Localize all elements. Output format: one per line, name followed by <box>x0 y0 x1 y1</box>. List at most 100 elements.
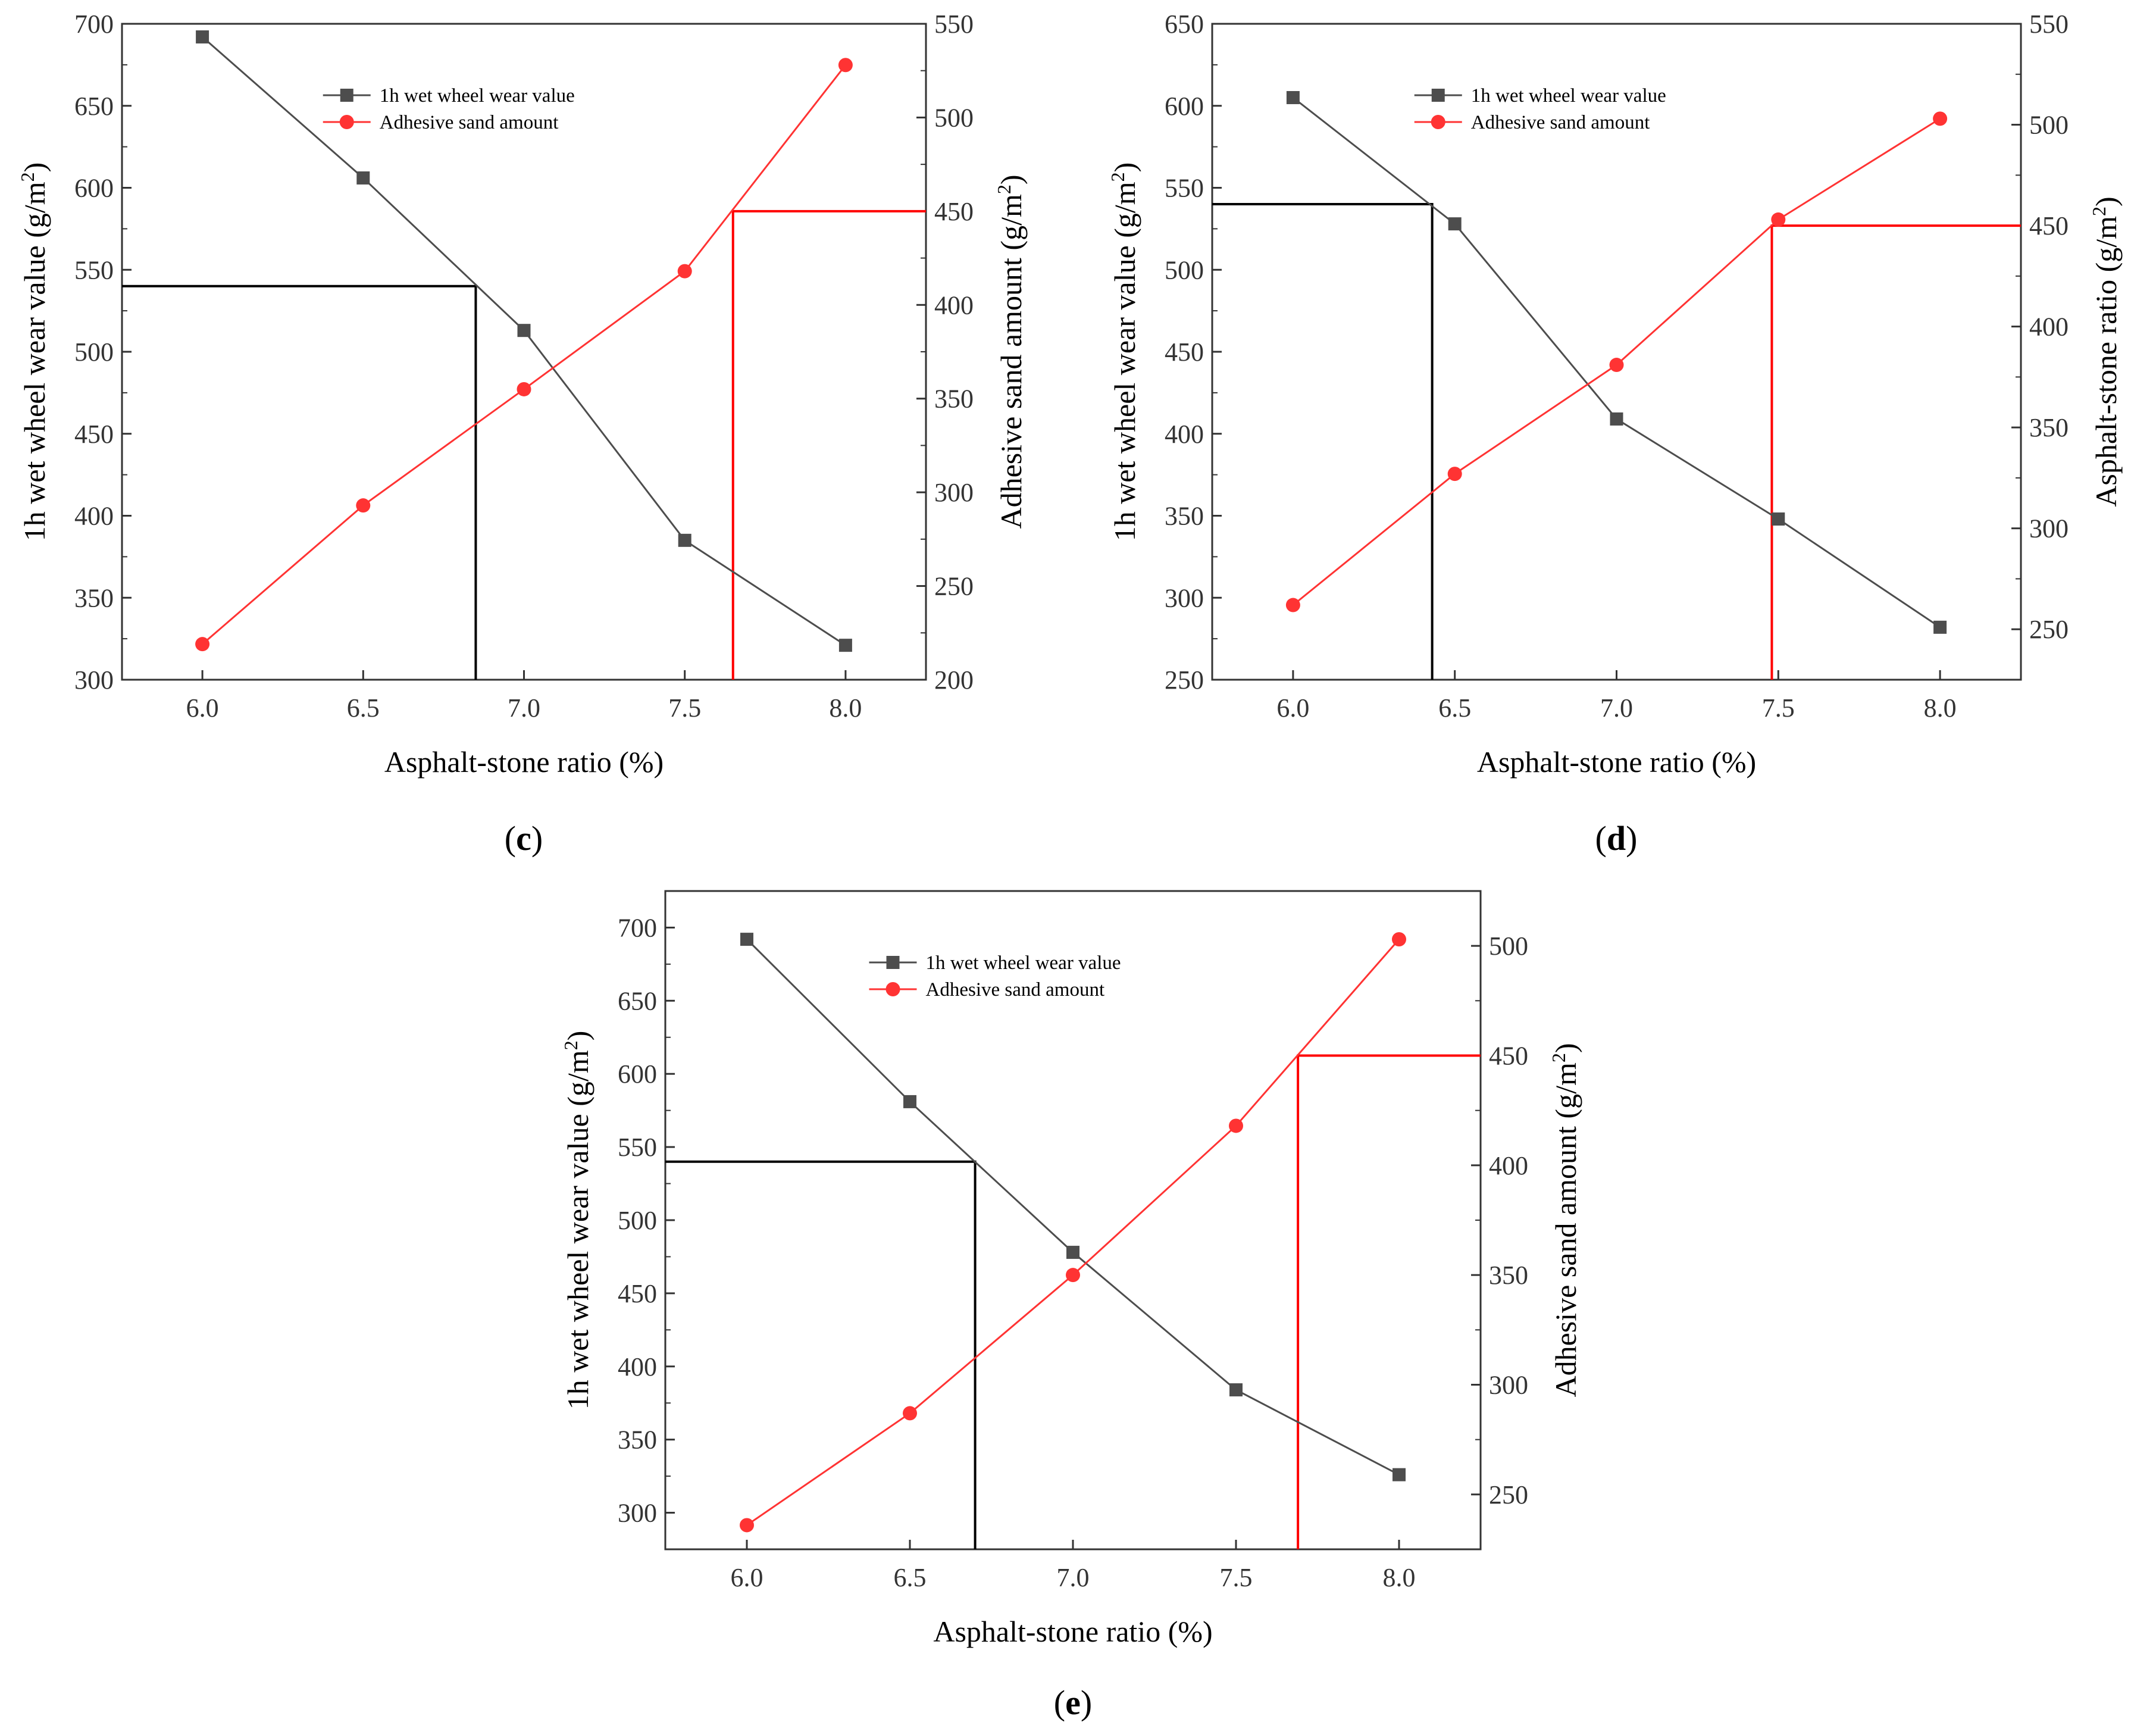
y-right-tick-label: 450 <box>934 197 974 226</box>
y-left-tick-label: 650 <box>74 92 114 121</box>
legend-marker-square <box>886 956 900 969</box>
panel-label-close: ) <box>1081 1683 1092 1722</box>
y-right-tick-label: 350 <box>2029 413 2069 442</box>
data-point-sand <box>1392 932 1406 947</box>
data-point-sand <box>1609 358 1624 373</box>
x-axis-title: Asphalt-stone ratio (%) <box>384 745 664 779</box>
y-left-tick-label: 550 <box>618 1133 657 1162</box>
legend-label: Adhesive sand amount <box>380 112 559 133</box>
data-point-wear <box>1610 412 1623 426</box>
y-left-tick-label: 550 <box>1165 174 1204 203</box>
y-left-tick-label: 600 <box>74 174 114 203</box>
y-right-tick-label: 400 <box>2029 312 2069 342</box>
y-right-tick-label: 450 <box>2029 211 2069 240</box>
x-tick-label: 7.0 <box>508 693 540 723</box>
y-left-tick-label: 650 <box>1165 10 1204 39</box>
legend-label: 1h wet wheel wear value <box>926 952 1121 974</box>
data-point-sand <box>1285 598 1300 612</box>
data-point-sand <box>1229 1118 1243 1133</box>
data-point-wear <box>678 533 691 547</box>
y-left-tick-label: 500 <box>618 1206 657 1235</box>
x-tick-label: 6.0 <box>1276 693 1309 723</box>
x-axis-title: Asphalt-stone ratio (%) <box>933 1615 1212 1648</box>
y-right-tick-label: 500 <box>1489 931 1528 961</box>
panel-label: (d) <box>1595 819 1638 858</box>
y-right-tick-label: 550 <box>934 10 974 39</box>
y-left-tick-label: 300 <box>1165 583 1204 612</box>
legend-marker-circle <box>1431 115 1445 129</box>
y-right-tick-label: 250 <box>2029 615 2069 644</box>
data-point-sand <box>1066 1268 1080 1283</box>
y-left-axis-title-superscript: 2 <box>17 172 38 182</box>
y-right-axis-title-superscript: 2 <box>1548 1053 1569 1062</box>
y-left-axis-title-close: ) <box>1108 162 1141 173</box>
data-point-wear <box>1393 1468 1406 1481</box>
data-point-sand <box>1933 111 1948 126</box>
y-left-tick-label: 500 <box>1165 255 1204 285</box>
y-right-axis-title: Adhesive sand amount (g/m2) <box>993 174 1028 529</box>
data-point-wear <box>1933 620 1947 634</box>
reference-line-left <box>665 1160 977 1549</box>
reference-line-right <box>731 210 926 680</box>
legend-marker-square <box>1431 89 1445 102</box>
data-point-wear <box>740 933 753 946</box>
y-right-tick-label: 200 <box>934 665 974 695</box>
data-point-sand <box>903 1406 917 1421</box>
y-left-tick-label: 250 <box>1165 665 1204 695</box>
panel-label-letter: c <box>516 819 531 858</box>
y-left-tick-label: 550 <box>74 255 114 285</box>
x-tick-label: 6.5 <box>1438 693 1471 723</box>
reference-line-left <box>122 285 477 680</box>
panel-label-open: ( <box>505 819 516 858</box>
y-left-tick-label: 350 <box>74 583 114 612</box>
y-left-axis-title-superscript: 2 <box>560 1040 581 1050</box>
y-left-axis-title-text: 1h wet wheel wear value (g/m <box>1108 182 1141 541</box>
x-tick-label: 7.5 <box>668 693 701 723</box>
y-right-tick-label: 250 <box>934 572 974 601</box>
x-tick-label: 8.0 <box>1924 693 1957 723</box>
chart-panel-d: 6.0 6.5 7.0 7.5 8.0 250 300 350 400 450 500 550 600 6… <box>1107 10 2123 858</box>
y-left-tick-label: 350 <box>618 1425 657 1455</box>
x-tick-label: 8.0 <box>829 693 862 723</box>
y-right-tick-label: 400 <box>1489 1151 1528 1180</box>
data-point-sand <box>195 637 210 652</box>
y-right-tick-label: 550 <box>2029 10 2069 39</box>
y-left-axis-title-close: ) <box>561 1031 594 1041</box>
legend-marker-circle <box>339 115 354 129</box>
y-left-tick-label: 650 <box>618 986 657 1015</box>
y-left-tick-label: 450 <box>1165 337 1204 367</box>
y-right-tick-label: 350 <box>934 384 974 414</box>
y-right-tick-label: 500 <box>934 103 974 132</box>
panel-label-open: ( <box>1054 1683 1065 1722</box>
y-right-axis-title-text: Asphalt-stone ratio (g/m <box>2089 216 2123 507</box>
data-point-wear <box>1448 217 1462 231</box>
y-left-axis-title-text: 1h wet wheel wear value (g/m <box>18 182 51 541</box>
data-point-wear <box>517 324 531 337</box>
y-left-tick-label: 600 <box>1165 92 1204 121</box>
y-left-tick-label: 400 <box>1165 420 1204 449</box>
y-right-axis-title-close: ) <box>994 174 1028 185</box>
y-left-tick-label: 700 <box>618 913 657 942</box>
y-right-tick-label: 250 <box>1489 1480 1528 1509</box>
y-left-axis-title-superscript: 2 <box>1107 172 1128 182</box>
x-tick-label: 7.5 <box>1762 693 1795 723</box>
reference-line-left <box>1212 203 1434 680</box>
reference-line-right <box>1297 1054 1481 1549</box>
data-point-sand <box>838 58 853 73</box>
y-right-axis-title-superscript: 2 <box>993 185 1015 194</box>
y-left-tick-label: 450 <box>618 1279 657 1308</box>
y-left-tick-label: 350 <box>1165 502 1204 531</box>
y-right-axis-title-close: ) <box>1549 1043 1582 1053</box>
data-point-wear <box>196 30 209 44</box>
y-right-axis-title: Adhesive sand amount (g/m2) <box>1548 1043 1582 1397</box>
data-point-wear <box>1772 512 1785 526</box>
legend-label: 1h wet wheel wear value <box>1471 85 1666 107</box>
chart-panel-e: 6.0 6.5 7.0 7.5 8.0 300 350 400 450 500 550 600 650 7… <box>560 890 1582 1722</box>
x-tick-label: 8.0 <box>1383 1563 1416 1592</box>
y-left-tick-label: 500 <box>74 337 114 367</box>
x-tick-label: 6.5 <box>894 1563 927 1592</box>
data-point-sand <box>677 264 692 279</box>
y-left-tick-label: 400 <box>74 502 114 531</box>
y-left-axis-title-close: ) <box>18 162 51 173</box>
x-tick-label: 7.5 <box>1220 1563 1253 1592</box>
